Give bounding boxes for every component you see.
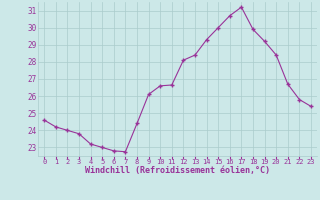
X-axis label: Windchill (Refroidissement éolien,°C): Windchill (Refroidissement éolien,°C) (85, 166, 270, 175)
